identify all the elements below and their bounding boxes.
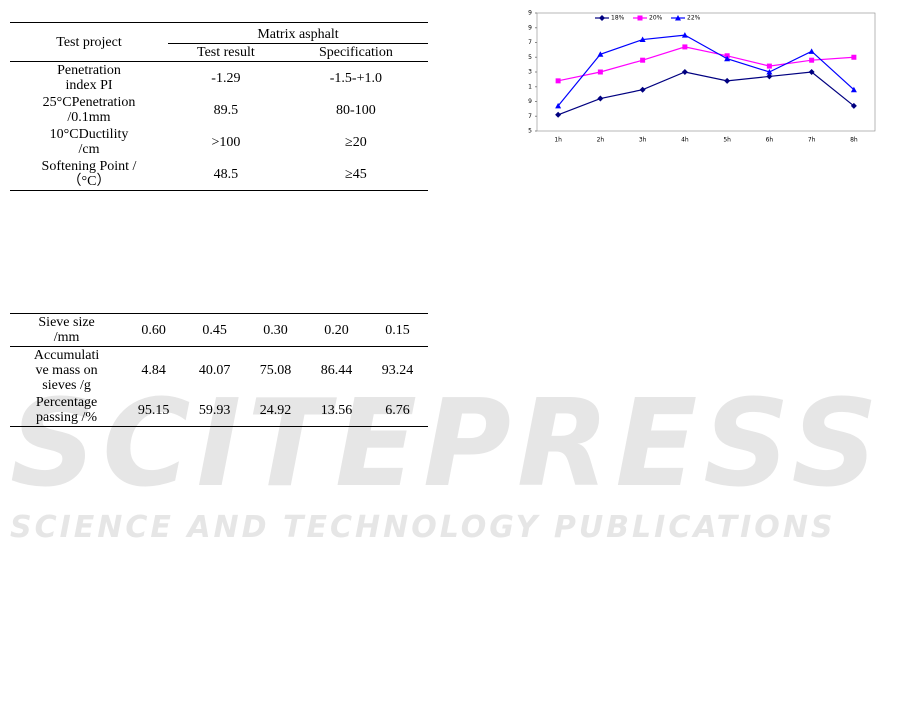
marker xyxy=(724,55,731,62)
legend-label: 20% xyxy=(649,15,663,22)
x-tick-label: 6h xyxy=(766,137,774,144)
cell: Softening Point / （°C） xyxy=(41,159,137,189)
cell: 0.30 xyxy=(263,322,288,338)
marker xyxy=(850,102,857,109)
y-tick-label: 9 xyxy=(528,24,532,31)
header-cell: Matrix asphalt xyxy=(257,27,339,42)
legend-marker xyxy=(675,15,681,21)
row: Softening Point / （°C） 48.5 ≥45 xyxy=(10,158,428,191)
cell: 6.76 xyxy=(385,402,410,418)
row: 10°CDuctility /cm >100 ≥20 xyxy=(10,126,428,158)
cell: 0.20 xyxy=(324,322,349,338)
marker xyxy=(724,77,731,84)
legend-marker xyxy=(599,15,605,21)
marker xyxy=(851,54,857,60)
cell: 59.93 xyxy=(198,402,231,418)
marker xyxy=(555,111,562,118)
cell: 95.15 xyxy=(137,402,170,418)
cell: 48.5 xyxy=(213,166,239,182)
cell: Penetration index PI xyxy=(57,63,121,93)
cell: 40.07 xyxy=(198,363,231,378)
table-sieve: Sieve size /mm 0.60 0.45 0.30 0.20 0.15 Accumu… xyxy=(10,313,428,427)
header-cell: Specification xyxy=(318,45,393,60)
x-tick-label: 5h xyxy=(723,137,731,144)
series-line xyxy=(558,46,854,82)
row: Percentage passing /% 95.15 59.93 24.92 13.5… xyxy=(10,394,428,427)
table-properties: Test project Matrix asphalt Test result S… xyxy=(10,22,428,191)
cell: 86.44 xyxy=(320,363,353,378)
x-tick-label: 1h xyxy=(554,137,562,144)
x-tick-label: 3h xyxy=(639,137,647,144)
marker xyxy=(766,63,772,69)
series-line xyxy=(557,71,855,116)
marker xyxy=(808,48,815,54)
cell: 0.45 xyxy=(202,322,227,338)
cell: Percentage passing /% xyxy=(35,395,98,425)
cell: >100 xyxy=(211,134,241,150)
y-tick-label: 7 xyxy=(528,113,532,120)
cell: 10°CDuctility /cm xyxy=(49,127,129,157)
plot-frame xyxy=(536,12,876,132)
x-tick-label: 2h xyxy=(597,137,605,144)
x-tick-label: 8h xyxy=(850,137,858,144)
marker xyxy=(682,44,688,50)
chart: 5 7 9 1 3 5 7 9 9 1h 2h 3h 4h 5h 6h 7h 8h 18% 20% 22% xyxy=(528,10,876,144)
marker xyxy=(597,95,604,102)
cell: 0.60 xyxy=(141,322,166,338)
legend-marker xyxy=(637,15,643,21)
marker xyxy=(639,86,646,93)
cell: -1.29 xyxy=(211,70,241,86)
y-tick-label: 3 xyxy=(528,69,532,76)
y-tick-label: 1 xyxy=(528,83,532,90)
cell: Accumulati ve mass on sieves /g xyxy=(33,348,100,393)
marker xyxy=(555,78,561,84)
cell: 0.15 xyxy=(385,322,410,338)
watermark-tagline: SCIENCE AND TECHNOLOGY PUBLICATIONS xyxy=(10,510,836,545)
marker xyxy=(766,69,773,75)
cell: 13.56 xyxy=(320,402,353,418)
header-cell: Test project xyxy=(56,34,122,50)
y-tick-label: 9 xyxy=(528,10,532,17)
cell: ≥20 xyxy=(345,134,367,150)
y-tick-label: 7 xyxy=(528,39,532,46)
marker xyxy=(597,51,604,57)
marker xyxy=(681,32,688,38)
cell: Sieve size /mm xyxy=(38,315,95,345)
cell: 4.84 xyxy=(141,363,166,378)
marker xyxy=(808,69,815,75)
x-tick-label: 4h xyxy=(681,137,689,144)
marker xyxy=(850,86,857,93)
legend-label: 18% xyxy=(611,15,625,22)
y-tick-label: 5 xyxy=(528,128,532,135)
cell: 93.24 xyxy=(381,363,414,378)
cell: 80-100 xyxy=(336,102,376,118)
cell: 24.92 xyxy=(259,402,292,418)
cell: -1.5-+1.0 xyxy=(329,70,382,86)
marker xyxy=(640,57,646,63)
header-cell: Test result xyxy=(197,45,255,60)
cell: 75.08 xyxy=(259,363,292,378)
marker xyxy=(681,69,688,75)
marker xyxy=(597,69,603,75)
y-tick-label: 9 xyxy=(528,98,532,105)
row: Accumulati ve mass on sieves /g 4.84 40.07… xyxy=(10,347,428,395)
cell: 89.5 xyxy=(213,102,239,118)
marker xyxy=(555,102,562,109)
cell: ≥45 xyxy=(345,166,367,182)
series-line xyxy=(557,34,855,107)
cell: 25°CPenetration /0.1mm xyxy=(42,95,136,125)
legend-label: 22% xyxy=(687,15,701,22)
x-tick-label: 7h xyxy=(808,137,816,144)
marker xyxy=(809,57,815,63)
watermark-brand: SCITEPRESS xyxy=(10,375,884,514)
row: Sieve size /mm 0.60 0.45 0.30 0.20 0.15 xyxy=(10,314,428,347)
marker xyxy=(766,73,773,80)
row: Penetration index PI -1.29 -1.5-+1.0 xyxy=(10,62,428,95)
row: 25°CPenetration /0.1mm 89.5 80-100 xyxy=(10,94,428,126)
marker xyxy=(639,36,646,43)
y-tick-label: 5 xyxy=(528,54,532,61)
